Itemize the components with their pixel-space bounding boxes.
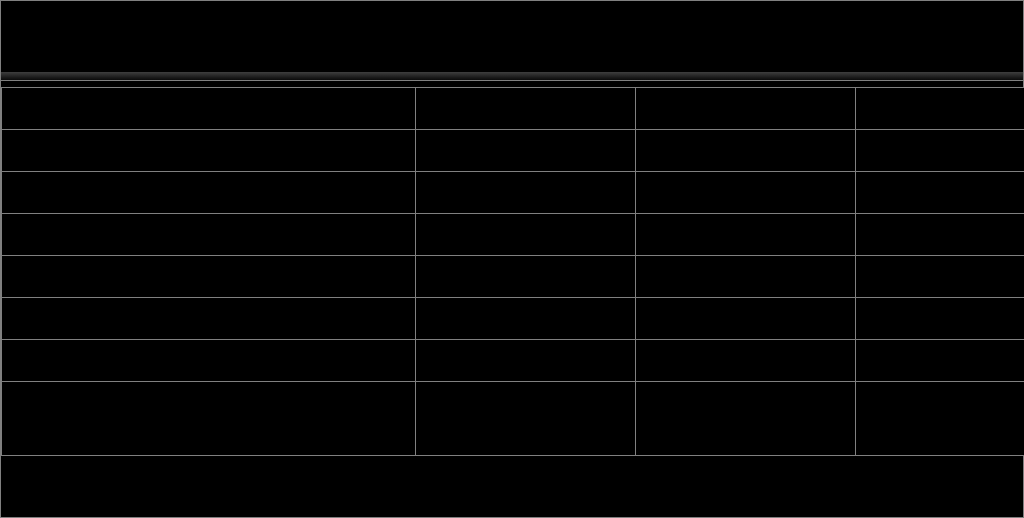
table-cell <box>636 256 856 298</box>
table-cell <box>2 88 416 130</box>
table-cell <box>2 382 416 456</box>
table-header <box>1 1 1023 81</box>
table-cell <box>856 256 1024 298</box>
table-cell <box>856 88 1024 130</box>
table-row <box>2 298 1024 340</box>
table-cell <box>416 214 636 256</box>
table-cell <box>416 298 636 340</box>
header-gloss <box>1 72 1023 80</box>
table-cell <box>416 172 636 214</box>
table-row <box>2 340 1024 382</box>
table-cell <box>636 382 856 456</box>
table-cell <box>416 340 636 382</box>
table-cell <box>2 214 416 256</box>
table-cell <box>636 130 856 172</box>
table-cell <box>416 256 636 298</box>
table-cell <box>856 382 1024 456</box>
table-cell <box>2 340 416 382</box>
table-cell <box>416 88 636 130</box>
table-cell <box>2 172 416 214</box>
table-cell <box>636 88 856 130</box>
table-cell <box>2 256 416 298</box>
table-cell <box>856 130 1024 172</box>
table-cell <box>416 130 636 172</box>
table-cell <box>636 298 856 340</box>
table-cell <box>856 340 1024 382</box>
table-row <box>2 172 1024 214</box>
table-row <box>2 256 1024 298</box>
table-cell <box>856 214 1024 256</box>
data-table <box>1 87 1024 456</box>
table-cell <box>636 214 856 256</box>
table-row <box>2 214 1024 256</box>
table-row <box>2 382 1024 456</box>
table-cell <box>2 130 416 172</box>
table-row <box>2 130 1024 172</box>
table-cell <box>636 340 856 382</box>
table-footer <box>1 459 1023 517</box>
table-frame <box>0 0 1024 518</box>
table-cell <box>856 298 1024 340</box>
table-row <box>2 88 1024 130</box>
table-cell <box>2 298 416 340</box>
table-cell <box>416 382 636 456</box>
table-cell <box>856 172 1024 214</box>
table-cell <box>636 172 856 214</box>
